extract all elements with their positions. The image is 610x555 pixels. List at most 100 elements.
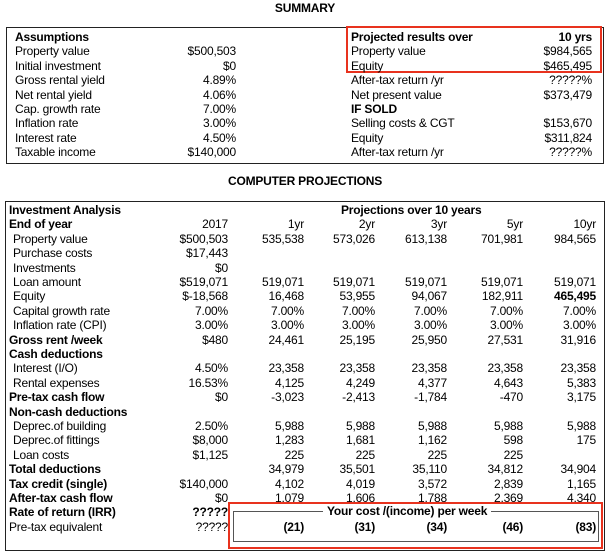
- row-label: Property value: [13, 231, 88, 246]
- cell-value: 23,358: [339, 361, 375, 376]
- row-label: After-tax cash flow: [9, 491, 113, 505]
- weekly-cost-value: (83): [575, 519, 596, 534]
- cell-value: 27,531: [487, 332, 523, 347]
- assumption-value: $0: [223, 58, 236, 73]
- assumption-label: Interest rate: [15, 130, 77, 145]
- assumption-value: $140,000: [187, 145, 237, 160]
- assumption-label: Gross rental yield: [15, 73, 105, 88]
- cell-value: 25,195: [339, 332, 375, 347]
- cell-value: 7.00%: [194, 303, 228, 318]
- row-label: Equity: [13, 289, 46, 304]
- cell-value: 1,079: [274, 491, 304, 505]
- cell-value: 3,572: [417, 476, 447, 491]
- assumption-label: Initial investment: [15, 58, 101, 73]
- projections-title: COMPUTER PROJECTIONS: [227, 174, 383, 188]
- cell-value: 4,249: [345, 375, 375, 390]
- row-label: End of year: [9, 217, 73, 232]
- projections-box: [5, 201, 605, 551]
- row-label: Pre-tax cash flow: [9, 390, 105, 405]
- cell-value: 519,071: [554, 275, 596, 289]
- row-label: Deprec.of fittings: [13, 433, 100, 448]
- cell-value: 701,981: [481, 231, 523, 246]
- cell-value: $0: [215, 491, 228, 505]
- cell-value: -1,784: [414, 390, 447, 405]
- cell-value: 34,812: [487, 462, 523, 477]
- assumption-value: 4.89%: [202, 73, 236, 88]
- cell-value: 225: [284, 447, 305, 462]
- result-label: Selling costs & CGT: [351, 116, 455, 131]
- result-value: $465,495: [543, 58, 593, 73]
- result-value: $311,824: [544, 130, 592, 145]
- cell-value: 225: [427, 447, 448, 462]
- cell-value: $500,503: [179, 231, 229, 246]
- weekly-cost-value: (46): [502, 519, 523, 534]
- cell-value: $1,125: [192, 447, 228, 462]
- cell-value: 4,019: [345, 476, 375, 491]
- cell-value: 4,377: [417, 375, 447, 390]
- weekly-cost-highlight: [228, 502, 603, 549]
- result-label: Equity: [351, 58, 384, 73]
- result-label: Property value: [351, 44, 426, 59]
- assumption-label: Net rental yield: [15, 87, 92, 102]
- cell-value: 984,565: [554, 231, 596, 246]
- cell-value: 175: [576, 433, 597, 448]
- cell-value: 4,125: [274, 375, 304, 390]
- weekly-cost-value: (31): [354, 519, 375, 534]
- cell-value: 7.00%: [413, 303, 447, 318]
- cell-value: 519,071: [262, 275, 304, 289]
- cell-value: 1,788: [417, 491, 447, 505]
- cell-value: 225: [503, 447, 524, 462]
- cell-value: 519,071: [481, 275, 523, 289]
- assumption-label: Inflation rate: [15, 116, 79, 131]
- assumption-label: Taxable income: [15, 145, 96, 160]
- projected-results-heading: Projected results over: [351, 30, 473, 44]
- cell-value: 31,916: [560, 332, 596, 347]
- cell-value: 3.00%: [413, 318, 447, 333]
- assumption-value: 4.06%: [202, 87, 236, 102]
- cell-value: 3yr: [430, 217, 447, 232]
- projected-results-years: 10 yrs: [558, 30, 593, 44]
- row-label: Loan amount: [13, 275, 81, 289]
- cell-value: 1,681: [345, 433, 375, 448]
- cell-value: 2017: [202, 217, 228, 232]
- cell-value: 16.53%: [188, 375, 229, 390]
- cell-value: 5,988: [566, 419, 596, 433]
- cell-value: 23,358: [560, 361, 596, 376]
- cell-value: 3.00%: [341, 318, 375, 333]
- row-label: Pre-tax equivalent: [9, 519, 103, 534]
- projected-results-highlight: [346, 26, 602, 73]
- cell-value: 35,501: [339, 462, 375, 477]
- cell-value: 2,839: [493, 476, 523, 491]
- cell-value: $140,000: [179, 476, 229, 491]
- cell-value: 2.50%: [194, 419, 228, 433]
- assumption-value: $500,503: [187, 44, 237, 59]
- cell-value: 3,175: [566, 390, 596, 405]
- cell-value: 5yr: [506, 217, 523, 232]
- cell-value: 7.00%: [562, 303, 596, 318]
- cell-value: 519,071: [333, 275, 375, 289]
- row-label: Deprec.of building: [13, 419, 107, 433]
- cell-value: -470: [499, 390, 523, 405]
- cell-value: $8,000: [192, 433, 228, 448]
- cell-value: 35,110: [412, 462, 447, 477]
- cell-value: 465,495: [554, 289, 596, 304]
- weekly-cost-value: (34): [426, 519, 447, 534]
- cell-value: 5,988: [274, 419, 304, 433]
- result-label: Net present value: [351, 87, 442, 102]
- cell-value: 3.00%: [562, 318, 596, 333]
- cell-value: 519,071: [405, 275, 447, 289]
- cell-value: 4,102: [274, 476, 304, 491]
- result-value: $373,479: [543, 87, 593, 102]
- cell-value: 23,358: [268, 361, 304, 376]
- cell-value: 3.00%: [194, 318, 228, 333]
- row-label: Gross rent /week: [9, 332, 103, 347]
- cell-value: 1,162: [417, 433, 447, 448]
- assumptions-heading: Assumptions: [15, 30, 89, 44]
- cell-value: 573,026: [333, 231, 375, 246]
- cell-value: 613,138: [405, 231, 447, 246]
- weekly-cost-value: (21): [283, 519, 304, 534]
- cell-value: $17,443: [186, 246, 228, 261]
- cell-value: 16,468: [268, 289, 304, 304]
- cell-value: $480: [202, 332, 228, 347]
- cell-value: ?????: [192, 505, 228, 520]
